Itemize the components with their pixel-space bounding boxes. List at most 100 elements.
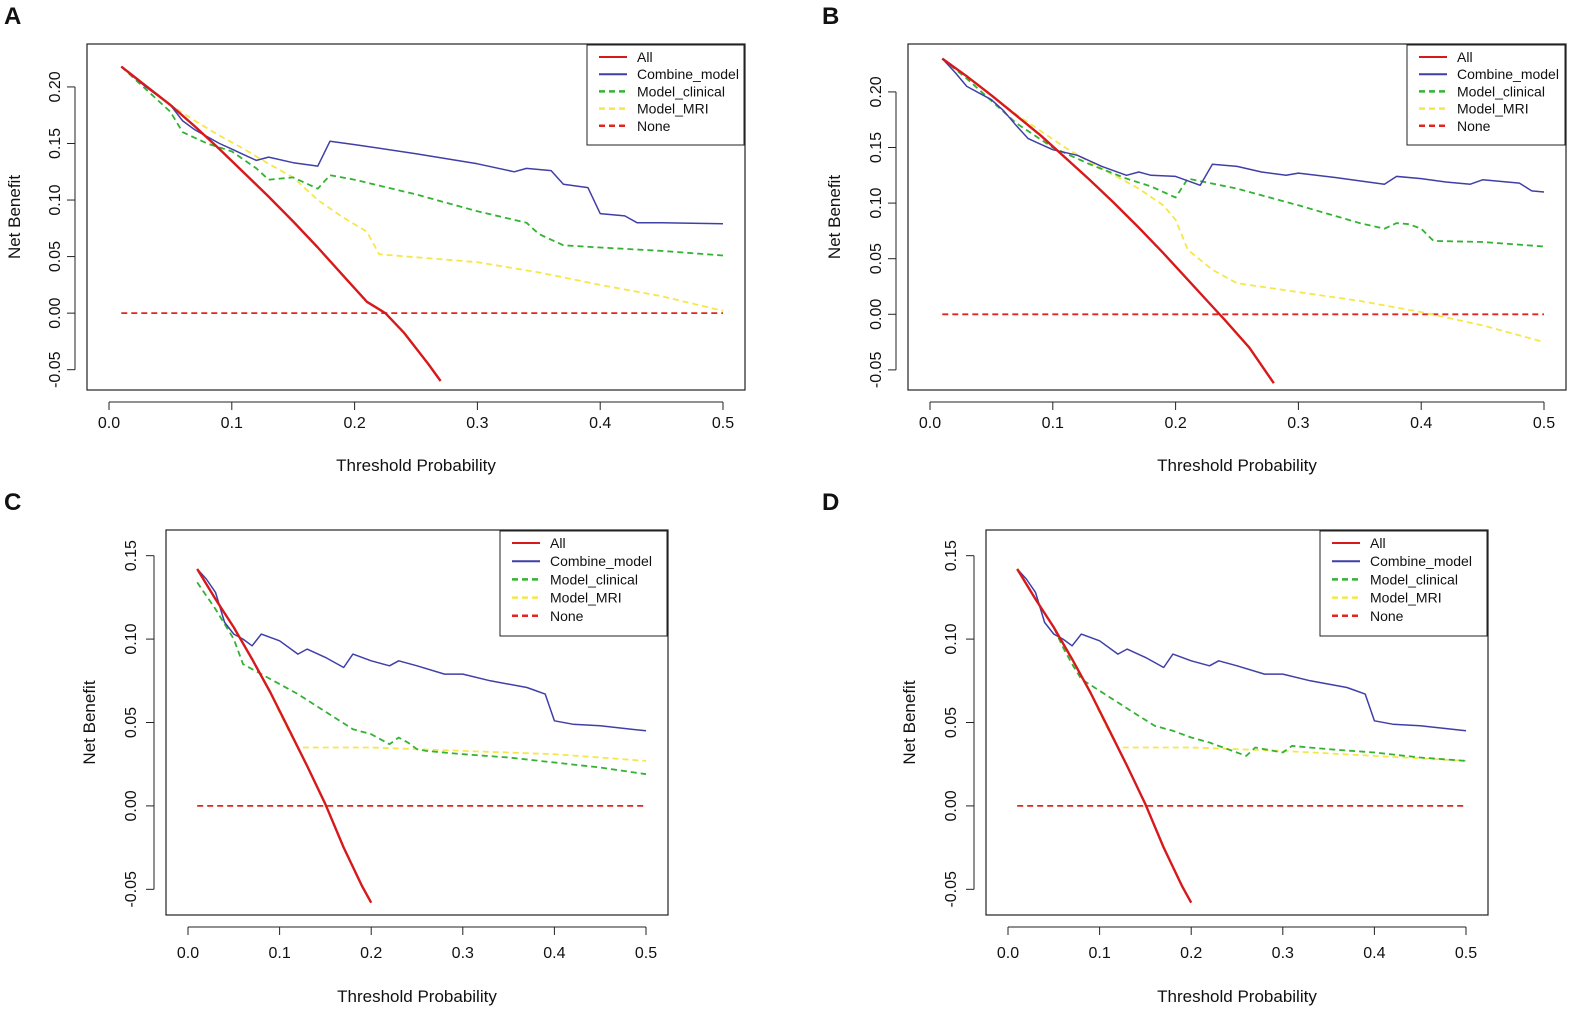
x-tick-label: 0.4 (589, 415, 611, 432)
legend-label: Combine_model (1370, 553, 1472, 569)
x-tick-label: 0.0 (997, 945, 1019, 962)
legend-label: Model_clinical (1457, 83, 1545, 99)
panel-letter: D (822, 489, 839, 516)
y-tick-label: 0.10 (943, 623, 960, 654)
y-tick-label: 0.05 (943, 707, 960, 738)
x-axis-title: Threshold Probability (1157, 987, 1317, 1006)
panel-b: B 0.0 0.1 0.2 0.3 0.4 0.5 Threshold Probability… (822, 3, 1567, 475)
x-tick-label: 0.5 (1455, 945, 1477, 962)
x-tick-label: 0.1 (1088, 945, 1110, 962)
series-group (120, 65, 724, 382)
x-tick-label: 0.4 (543, 945, 565, 962)
x-tick-label: 0.0 (919, 415, 941, 432)
x-tick-label: 0.4 (1410, 415, 1432, 432)
y-tick-label: 0.05 (123, 707, 140, 738)
y-tick-label: 0.10 (868, 187, 885, 218)
legend-label: Model_MRI (1370, 590, 1442, 606)
y-axis-title: Net Benefit (825, 175, 844, 259)
plot-frame (86, 43, 746, 391)
y-tick-label: 0.00 (868, 299, 885, 330)
x-tick-label: 0.5 (1533, 415, 1555, 432)
legend-label: Model_clinical (550, 571, 638, 587)
legend: All Combine_model Model_clinical Model_MRI N… (1319, 530, 1488, 637)
x-tick-label: 0.1 (221, 415, 243, 432)
y-tick-label: 0.00 (943, 790, 960, 821)
legend-label: All (1457, 49, 1473, 65)
series-line-model-clinical (1016, 568, 1467, 762)
x-tick-label: 0.3 (452, 945, 474, 962)
y-tick-label: 0.10 (47, 184, 64, 215)
legend-label: None (550, 608, 584, 624)
panel-a: A 0.0 0.1 0.2 0.3 0.4 0.5 Threshold Probability… (4, 3, 746, 475)
y-tick-label: 0.20 (868, 76, 885, 107)
y-tick-label: -0.05 (123, 871, 140, 908)
series-group (196, 568, 647, 904)
series-line-all (120, 65, 442, 382)
legend-label: None (1370, 608, 1404, 624)
x-axis-title: Threshold Probability (336, 456, 496, 475)
series-line-all (196, 568, 373, 904)
series-line-model-clinical (196, 581, 647, 776)
y-tick-label: 0.10 (123, 623, 140, 654)
y-tick-label: -0.05 (868, 352, 885, 389)
x-tick-label: 0.2 (1164, 415, 1186, 432)
series-line-combine-model (941, 58, 1545, 193)
x-tick-label: 0.2 (360, 945, 382, 962)
y-tick-label: 0.15 (123, 540, 140, 571)
legend-box (586, 44, 745, 146)
legend-label: None (637, 118, 671, 134)
legend-label: All (637, 49, 653, 65)
legend: All Combine_model Model_clinical Model_MRI N… (499, 530, 668, 637)
panel-letter: B (822, 3, 839, 30)
x-tick-label: 0.2 (1180, 945, 1202, 962)
legend-label: Model_MRI (637, 101, 709, 117)
legend-label: Combine_model (1457, 66, 1559, 82)
series-group (941, 57, 1545, 384)
legend-label: All (550, 535, 566, 551)
x-tick-label: 0.0 (177, 945, 199, 962)
y-tick-label: 0.05 (868, 243, 885, 274)
series-line-all (1016, 568, 1193, 904)
x-tick-label: 0.3 (1272, 945, 1294, 962)
y-tick-label: -0.05 (47, 351, 64, 388)
x-tick-label: 0.1 (1042, 415, 1064, 432)
legend-box (1319, 530, 1488, 637)
y-axis-title: Net Benefit (900, 680, 919, 764)
legend-label: Model_clinical (1370, 571, 1458, 587)
series-line-combine-model (1016, 568, 1467, 732)
series-line-model-mri (120, 65, 724, 312)
x-tick-label: 0.2 (343, 415, 365, 432)
plot-frame (907, 43, 1567, 391)
legend-label: Model_MRI (550, 590, 622, 606)
x-tick-label: 0.5 (635, 945, 657, 962)
series-line-model-clinical (120, 65, 724, 257)
legend-label: Combine_model (550, 553, 652, 569)
legend-label: Model_clinical (637, 83, 725, 99)
series-line-combine-model (120, 66, 724, 225)
legend-label: None (1457, 118, 1491, 134)
x-tick-label: 0.0 (98, 415, 120, 432)
y-tick-label: 0.00 (47, 297, 64, 328)
y-tick-label: 0.15 (868, 132, 885, 163)
panel-d: D 0.0 0.1 0.2 0.3 0.4 0.5 Threshold Probability… (822, 489, 1489, 1006)
y-axis-title: Net Benefit (5, 175, 24, 259)
series-group (1016, 568, 1467, 904)
plot-frame (165, 529, 669, 916)
series-line-all (941, 57, 1275, 384)
legend-box (499, 530, 668, 637)
y-tick-label: 0.20 (47, 71, 64, 102)
x-axis-title: Threshold Probability (1157, 456, 1317, 475)
legend-label: Model_MRI (1457, 101, 1529, 117)
y-axis-title: Net Benefit (80, 680, 99, 764)
y-tick-label: 0.05 (47, 241, 64, 272)
plot-frame (985, 529, 1489, 916)
y-tick-label: 0.15 (943, 540, 960, 571)
x-tick-label: 0.3 (466, 415, 488, 432)
legend-label: Combine_model (637, 66, 739, 82)
y-tick-label: 0.15 (47, 128, 64, 159)
y-tick-label: 0.00 (123, 790, 140, 821)
legend-label: All (1370, 535, 1386, 551)
